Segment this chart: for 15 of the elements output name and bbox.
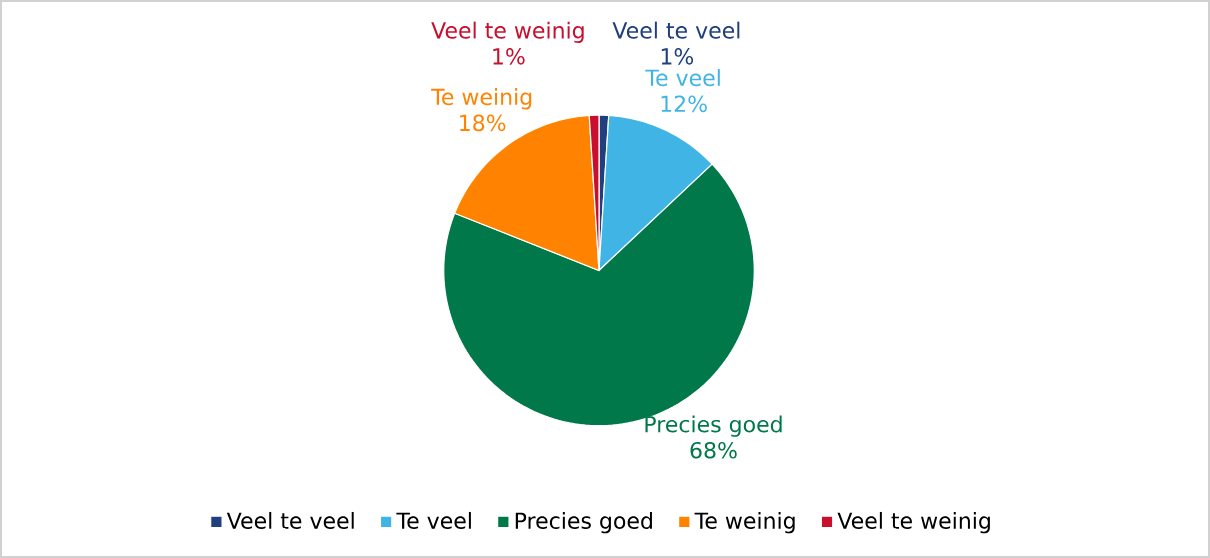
data-label: 18% [460, 114, 506, 132]
slice-label: Veel te weinig [431, 21, 584, 43]
slice-label: Veel te veel [612, 21, 740, 39]
data-label: 68% [690, 441, 737, 459]
data-label: 1% [661, 48, 694, 65]
legend-label: Veel te weinig [837, 511, 990, 534]
slice-label: Te weinig [431, 88, 532, 110]
legend-label: Te veel [396, 511, 471, 530]
slice-label: Te veel [645, 69, 720, 87]
data-label: 1% [493, 48, 525, 65]
legend-label: Veel te veel [226, 511, 354, 530]
legend-label: Te weinig [694, 511, 795, 534]
slice-label: Precies goed [645, 415, 782, 437]
data-label: 12% [661, 95, 707, 113]
legend-label: Precies goed [515, 511, 652, 534]
